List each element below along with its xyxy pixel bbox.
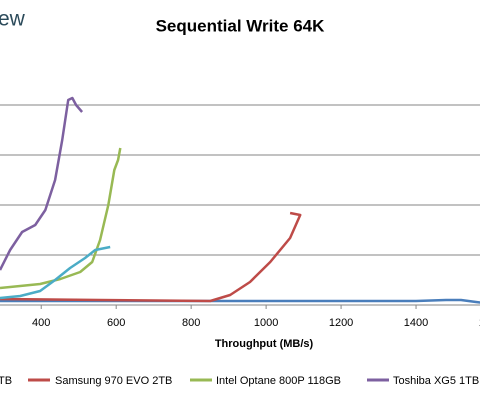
x-tick-label: 800: [182, 317, 200, 329]
x-tick-label: 1200: [329, 317, 353, 329]
x-tick-label: 400: [32, 317, 50, 329]
series-line: [0, 147, 122, 290]
x-axis-title: Throughput (MB/s): [215, 338, 314, 350]
legend-label: Intel Optane 800P 118GB: [216, 375, 341, 387]
series-line: [0, 211, 302, 303]
series-line: [0, 96, 84, 271]
x-tick-label: 1400: [404, 317, 428, 329]
x-tick-label: 1000: [254, 317, 278, 329]
legend-label: Samsung 970 EVO 2TB: [55, 375, 172, 387]
x-tick-label: 1600: [479, 317, 480, 329]
series-line: [0, 245, 111, 300]
legend-label: Toshiba XG5 1TB: [393, 375, 479, 387]
logo: ew: [0, 8, 26, 31]
legend-label: TB: [0, 375, 12, 387]
x-tick-label: 600: [107, 317, 125, 329]
chart-title: Sequential Write 64K: [156, 16, 326, 35]
